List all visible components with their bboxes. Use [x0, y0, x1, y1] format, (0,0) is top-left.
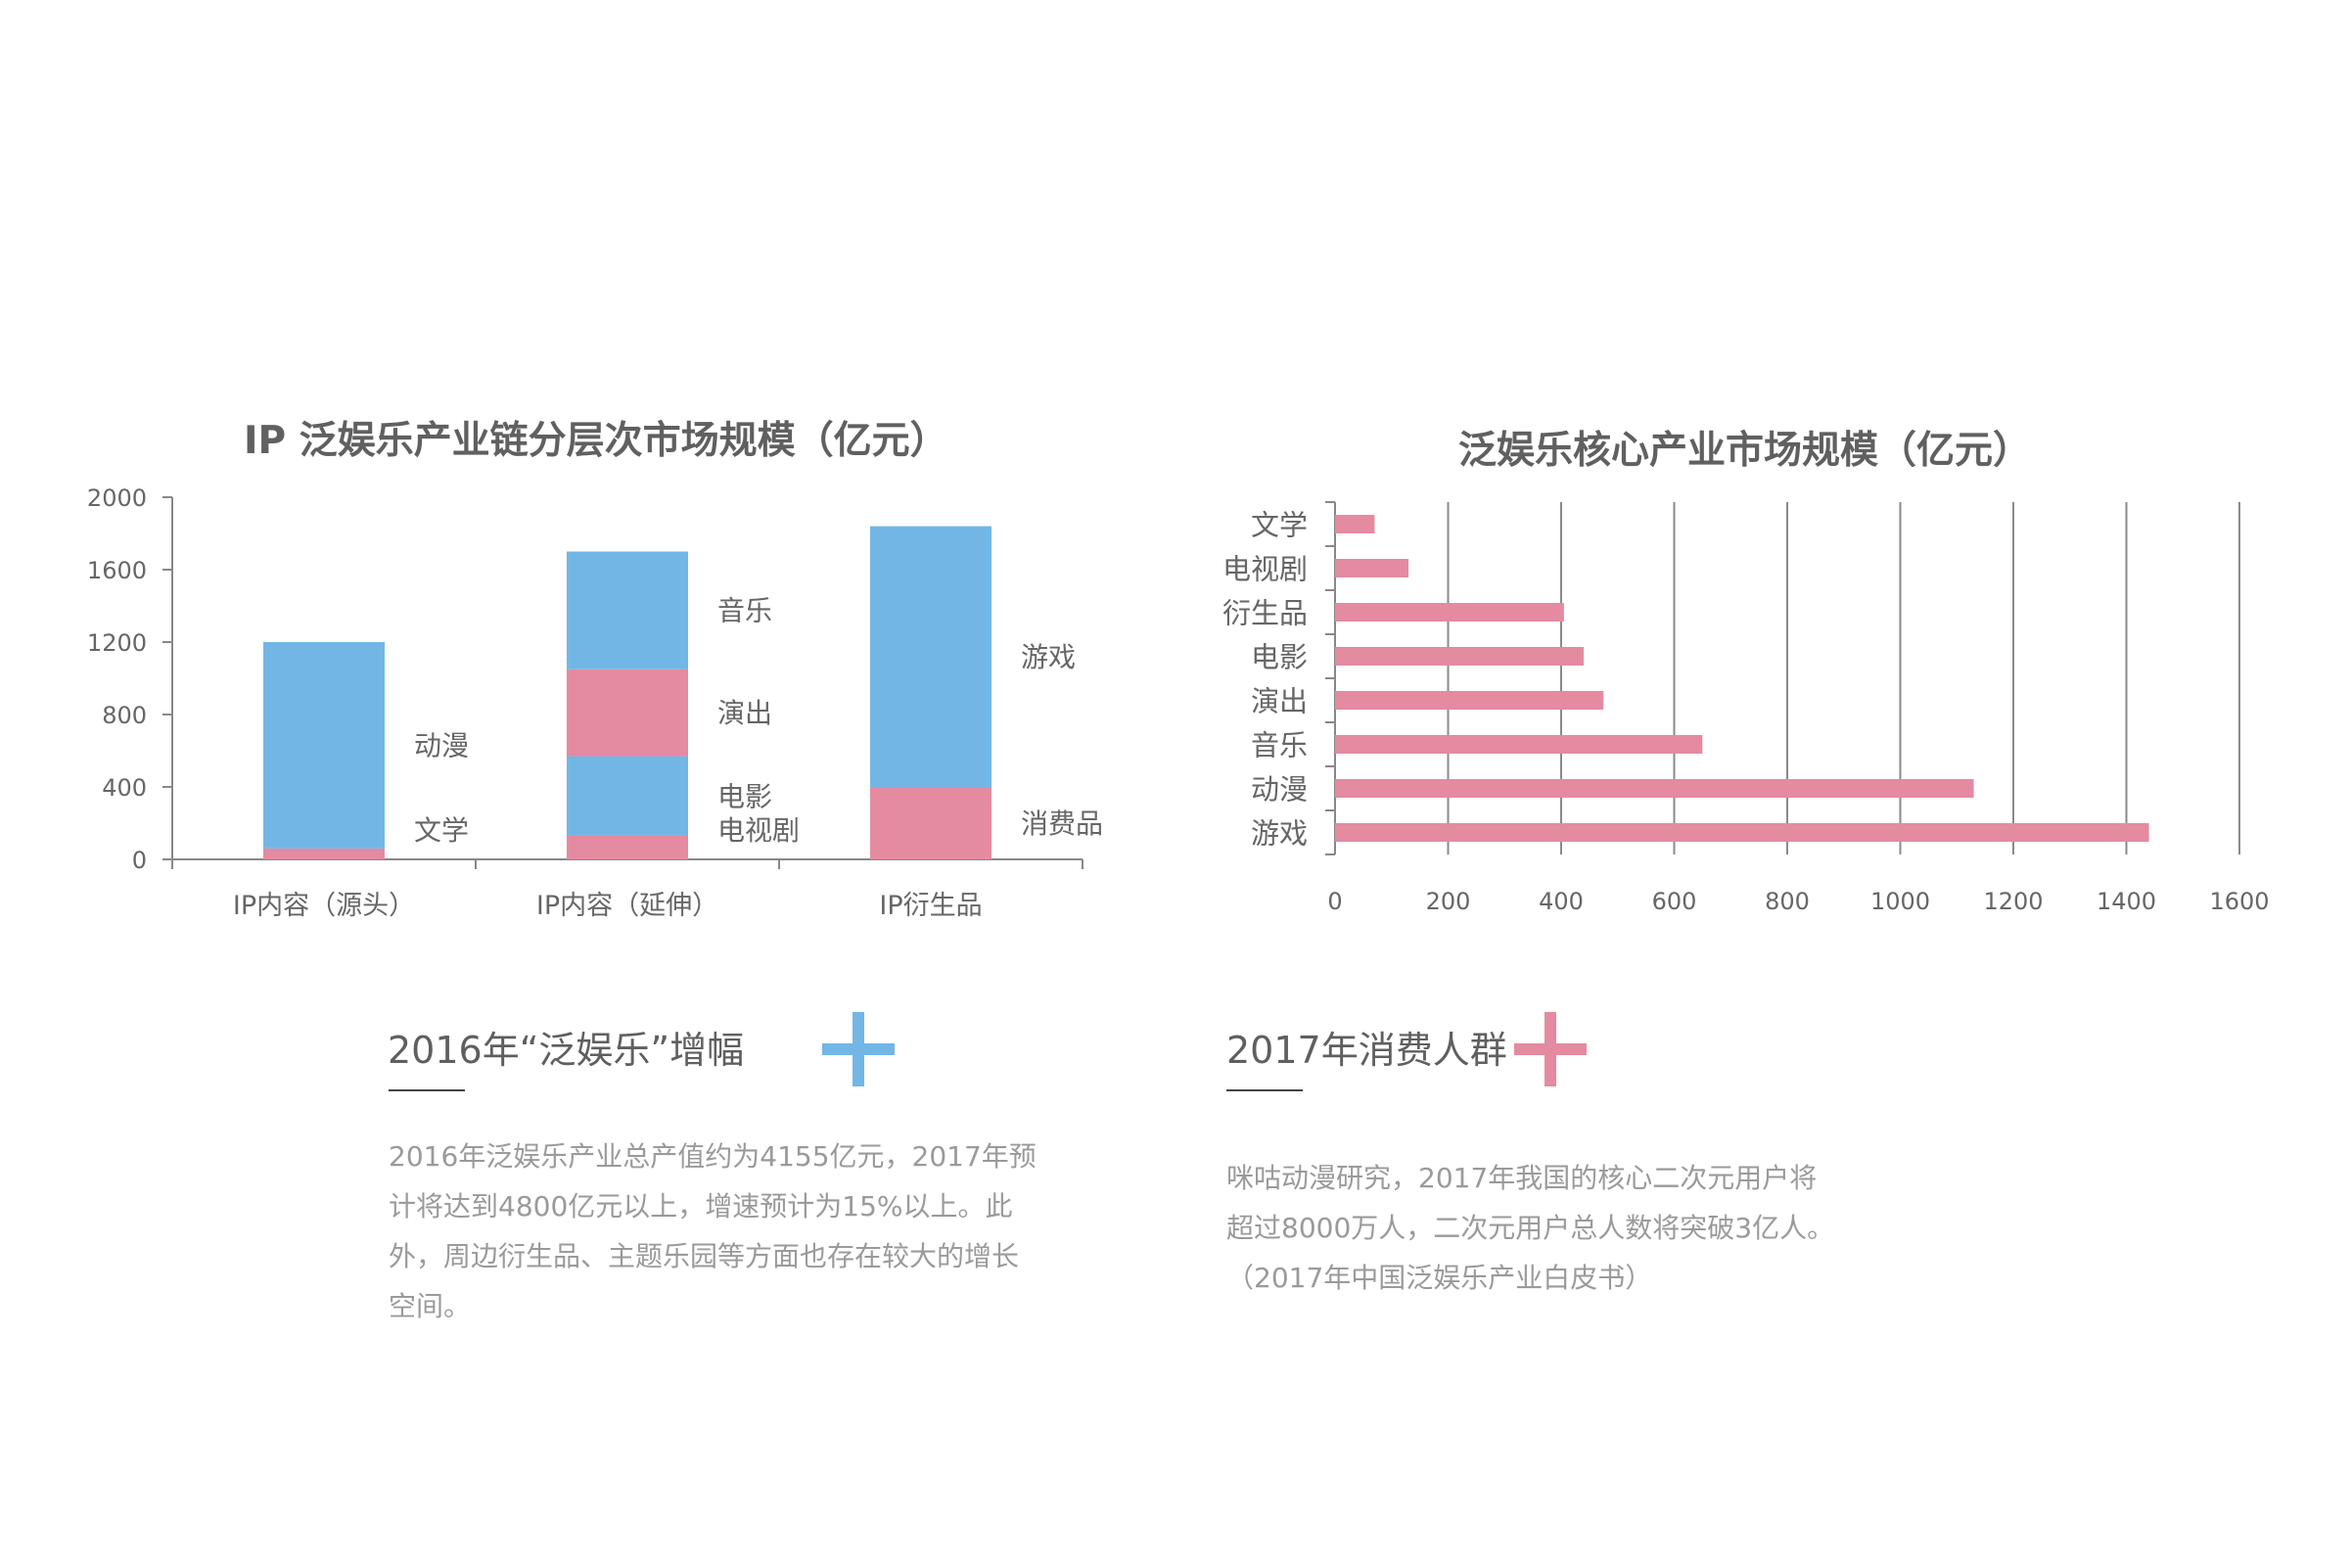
- growth-description: 2016年泛娱乐产业总产值约为4155亿元，2017年预 计将达到4800亿元以…: [389, 1131, 1054, 1331]
- segment-label: 文学: [414, 814, 469, 847]
- y-category-label: 电视剧: [1222, 553, 1308, 586]
- stack-segment: [567, 756, 688, 836]
- description-line: 2016年泛娱乐产业总产值约为4155亿元，2017年预: [389, 1140, 1037, 1173]
- stack-segment: [263, 848, 385, 859]
- stack-segment: [567, 551, 688, 669]
- horizontal-chart-title: 泛娱乐核心产业市场规模（亿元）: [1458, 429, 2032, 473]
- stack-segment: [567, 835, 688, 859]
- segment-label: 消费品: [1021, 807, 1103, 840]
- x-tick-label: 1000: [1870, 888, 1930, 915]
- heading-underline: [1226, 1089, 1303, 1091]
- horizontal-bar-chart: 0 200 400 600 800 1000 1200 1400 1600 文学电视剧衍生品电影演…: [1222, 501, 2270, 915]
- stack-segment: [870, 526, 991, 787]
- heading-underline: [389, 1089, 465, 1091]
- plus-icon: [822, 1012, 895, 1086]
- y-tick-label: 2000: [87, 484, 147, 512]
- growth-heading: 2016年“泛娱乐”增幅: [388, 1029, 745, 1072]
- y-category-label: 音乐: [1251, 729, 1308, 762]
- description-line: 外，周边衍生品、主题乐园等方面也存在较大的增长: [389, 1240, 1020, 1272]
- description-line: 空间。: [389, 1290, 472, 1322]
- stack-segment: [870, 787, 991, 859]
- x-tick-label: 1200: [1983, 888, 2043, 915]
- bar: [1335, 515, 1375, 533]
- x-tick-label: 800: [1765, 888, 1810, 915]
- bar: [1335, 691, 1604, 710]
- description-line: 超过8000万人，二次元用户总人数将突破3亿人。: [1226, 1212, 1835, 1244]
- y-category-label: 文学: [1251, 509, 1308, 542]
- y-category-label: 演出: [1251, 685, 1308, 718]
- description-line: 咪咕动漫研究，2017年我国的核心二次元用户将: [1226, 1162, 1818, 1194]
- segment-label: 电视剧: [717, 814, 800, 847]
- plus-icon: [1514, 1012, 1587, 1086]
- segment-label: 游戏: [1021, 641, 1076, 673]
- x-category-label: IP内容（源头）: [233, 891, 415, 921]
- consumer-heading: 2017年消费人群: [1226, 1029, 1507, 1072]
- y-tick-label: 1600: [87, 557, 147, 584]
- bar: [1335, 823, 2149, 842]
- y-category-label: 衍生品: [1222, 597, 1308, 630]
- x-tick-label: 1600: [2209, 888, 2269, 915]
- bar: [1335, 779, 1974, 798]
- segment-label: 音乐: [717, 595, 772, 627]
- segment-label: 电影: [717, 780, 772, 812]
- x-tick-label: 0: [1327, 888, 1342, 915]
- segment-label: 动漫: [414, 729, 469, 761]
- y-tick-label: 0: [132, 847, 147, 874]
- bar: [1335, 559, 1409, 577]
- y-tick-label: 1200: [87, 629, 147, 657]
- x-tick-label: 600: [1652, 888, 1697, 915]
- stack-segment: [263, 642, 385, 849]
- bar: [1335, 603, 1564, 622]
- description-line: （2017年中国泛娱乐产业白皮书）: [1226, 1262, 1653, 1294]
- segment-label: 演出: [717, 697, 772, 729]
- stacked-chart-title: IP 泛娱乐产业链分层次市场规模（亿元）: [244, 419, 948, 463]
- bar: [1335, 647, 1585, 666]
- x-tick-label: 400: [1539, 888, 1584, 915]
- x-tick-label: 1400: [2097, 888, 2156, 915]
- y-category-label: 游戏: [1251, 817, 1308, 851]
- consumer-description: 咪咕动漫研究，2017年我国的核心二次元用户将 超过8000万人，二次元用户总人…: [1226, 1153, 1853, 1303]
- description-line: 计将达到4800亿元以上，增速预计为15%以上。此: [389, 1190, 1013, 1222]
- stack-segment: [567, 669, 688, 757]
- y-tick-label: 400: [102, 774, 147, 802]
- y-tick-label: 800: [102, 702, 147, 729]
- bar: [1335, 735, 1703, 754]
- x-category-label: IP衍生品: [879, 891, 982, 921]
- x-category-label: IP内容（延伸）: [536, 891, 718, 921]
- y-category-label: 电影: [1251, 641, 1308, 674]
- y-category-label: 动漫: [1251, 773, 1308, 807]
- x-tick-label: 200: [1426, 888, 1471, 915]
